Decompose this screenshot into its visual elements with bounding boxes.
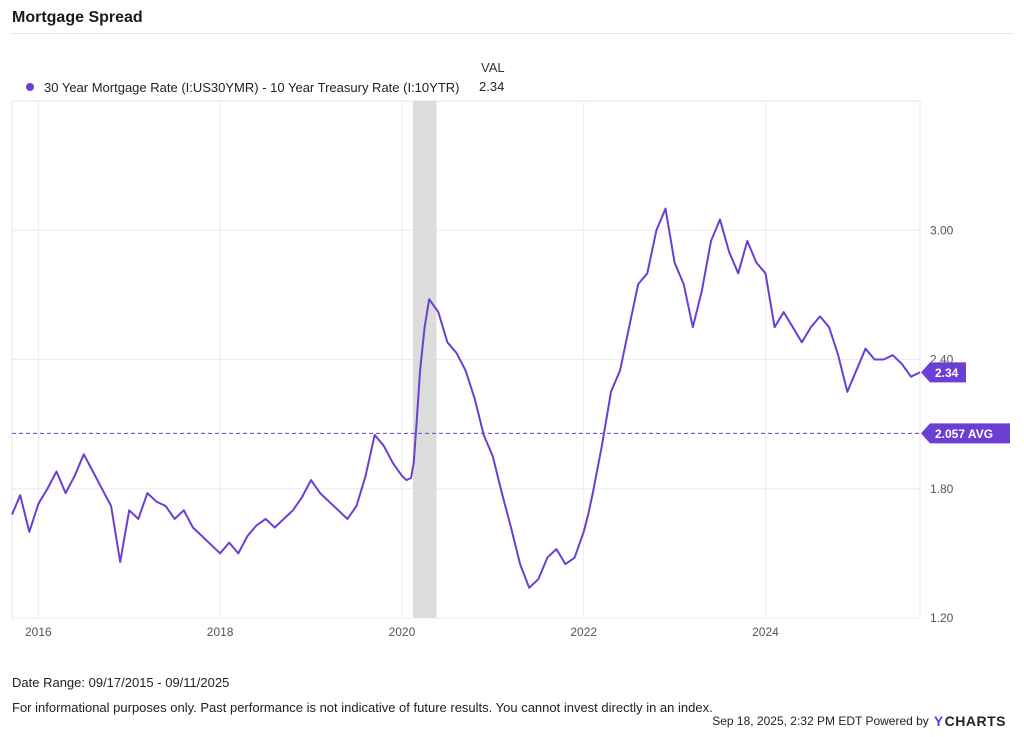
disclaimer: For informational purposes only. Past pe… (12, 700, 713, 715)
legend-series-dot (26, 83, 34, 91)
ycharts-logo-mark: Y (933, 713, 944, 729)
x-tick-label: 2024 (752, 625, 779, 639)
legend-entry[interactable]: 30 Year Mortgage Rate (I:US30YMR) - 10 Y… (14, 78, 459, 96)
y-tick-label: 1.20 (930, 611, 954, 625)
legend-value-header: VAL (481, 60, 505, 75)
ycharts-logo-text: CHARTS (944, 713, 1006, 729)
x-tick-label: 2016 (25, 625, 52, 639)
y-tick-label: 1.80 (930, 482, 954, 496)
x-tick-label: 2020 (389, 625, 416, 639)
timestamp-attribution: Sep 18, 2025, 2:32 PM EDT Powered by Y C… (712, 713, 1006, 729)
shaded-period (412, 101, 437, 618)
legend-series-name: 30 Year Mortgage Rate (I:US30YMR) - 10 Y… (44, 79, 460, 95)
chart-title: Mortgage Spread (12, 9, 143, 26)
ycharts-logo[interactable]: Y CHARTS (934, 713, 1006, 729)
y-tick-label: 3.00 (930, 223, 954, 237)
date-range: Date Range: 09/17/2015 - 09/11/2025 (12, 675, 230, 690)
average-tag (921, 423, 1010, 444)
legend-series-value: 2.34 (479, 79, 505, 94)
average-tag-label: 2.057 AVG (935, 427, 993, 441)
title-divider (10, 33, 1014, 34)
last-value-tag-label: 2.34 (935, 366, 959, 380)
series-line (11, 207, 921, 589)
timestamp: Sep 18, 2025, 2:32 PM EDT Powered by (712, 714, 929, 728)
x-tick-label: 2018 (207, 625, 234, 639)
x-tick-label: 2022 (570, 625, 597, 639)
last-value-tag (921, 362, 966, 383)
